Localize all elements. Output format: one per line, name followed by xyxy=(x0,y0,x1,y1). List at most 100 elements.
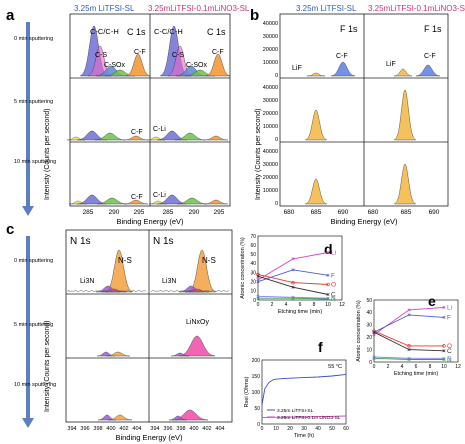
chart-e-series-label: F xyxy=(447,314,451,321)
chart-d-point xyxy=(326,297,330,301)
panel-a-csox-label-right: C-SOx xyxy=(186,62,208,69)
chart-f-ytick: 0 xyxy=(257,422,260,428)
chart-f-series-3-25m-LiTFSI-0-1m-LiNO3-SL xyxy=(261,415,347,419)
panel-b-xlabel: Binding Energy (eV) xyxy=(330,217,398,226)
panel-b-ytick-14: 40000 xyxy=(263,149,278,155)
sputter-label-0-c: 0 min sputtering xyxy=(14,258,53,264)
chart-f-ylabel: Rsei (Ohms) xyxy=(244,376,250,407)
panel-b-lif-label-left: LiF xyxy=(292,65,302,72)
chart-d-series-label: C xyxy=(331,292,336,299)
chart-d-point xyxy=(291,296,295,300)
chart-e-point xyxy=(407,348,411,352)
panel-b-ytick-6: 10000 xyxy=(263,124,278,130)
b-left-10-lif xyxy=(305,178,327,205)
chart-d-xtick: 4 xyxy=(285,302,288,308)
chart-e-point xyxy=(442,305,446,309)
panel-b-ytick-5: 0 xyxy=(275,137,278,143)
panel-b-ytick-9: 40000 xyxy=(263,85,278,91)
panel-b-left-title: 3.25m LiTFSI-SL xyxy=(296,4,357,13)
panel-b-ytick-8: 30000 xyxy=(263,98,278,104)
chart-d-series-label: N xyxy=(331,296,336,303)
panel-a-xtick-6: 295 xyxy=(214,209,225,216)
panel-a-element-right: C 1s xyxy=(207,27,226,37)
panel-a-xlabel: Binding Energy (eV) xyxy=(116,217,184,226)
panel-c-li3n-label-right: Li3N xyxy=(162,278,176,285)
panel-c-ylabel: Intensity (Counts per second) xyxy=(44,321,51,412)
chart-e-xtick: 10 xyxy=(441,364,447,370)
chart-d-letter: d xyxy=(324,241,333,257)
panel-c-frames xyxy=(65,229,233,423)
chart-e-series-label: O xyxy=(447,343,452,350)
panel-a-cf-label-5min: C-F xyxy=(131,129,143,136)
panel-c-xtick-8: 396 xyxy=(163,426,172,432)
a-left-0-cf xyxy=(125,53,151,77)
panel-b-frames xyxy=(279,13,449,207)
panel-b-ytick-13: 30000 xyxy=(263,162,278,168)
chart-d-point xyxy=(326,292,330,297)
a-right-5-cf xyxy=(203,135,229,141)
panel-a-frames xyxy=(69,13,231,207)
chart-e-ytick: 10 xyxy=(366,347,372,353)
b-left-0-lif xyxy=(307,72,325,77)
panel-c-linox-label: LiNxOy xyxy=(186,319,209,326)
a-right-0-cf xyxy=(205,53,231,77)
chart-d-point xyxy=(291,280,295,285)
panel-b-yticks: 0 10000 20000 30000 40000 0 10000 20000 … xyxy=(263,21,278,207)
chart-f-xtick: 50 xyxy=(329,426,335,432)
panel-c-xtick-11: 402 xyxy=(202,426,211,432)
chart-e-letter: e xyxy=(428,293,436,309)
panel-c-xtick-9: 398 xyxy=(176,426,185,432)
chart-d-ytick: 50 xyxy=(250,252,256,258)
panel-c-xtick-10: 400 xyxy=(189,426,198,432)
panel-b-ytick-1: 10000 xyxy=(263,60,278,66)
chart-e-point xyxy=(407,308,411,312)
chart-e: e 0 2 4 6 8 10 12 0 10 20 30 40 50 Etching time (min) A… xyxy=(356,293,461,377)
chart-e-xtick: 6 xyxy=(415,364,418,370)
chart-f-legend-label: 3.25m LiTFSI-0.1m LiNO3-SL xyxy=(277,415,341,421)
chart-f-ytick: 150 xyxy=(252,374,261,380)
chart-e-ytick: 0 xyxy=(369,360,372,366)
panel-b-xtick-5: 685 xyxy=(401,209,412,216)
panel-a-cs-label-left: C-S xyxy=(95,52,107,59)
chart-d-xlabel: Etching time (min) xyxy=(278,309,322,315)
chart-d-ytick: 0 xyxy=(253,298,256,304)
chart-e-point xyxy=(442,344,446,348)
panel-b-ytick-0: 0 xyxy=(275,73,278,79)
sputter-label-10-c: 10 min sputtering xyxy=(14,382,56,388)
panel-a-left-title: 3.25m LiTFSI-SL xyxy=(74,4,135,13)
chart-e-xtick: 2 xyxy=(387,364,390,370)
panel-b-ytick-11: 10000 xyxy=(263,188,278,194)
panel-c-peaks xyxy=(67,249,230,421)
panel-a-xtick-3: 295 xyxy=(134,209,145,216)
panel-c-li3n-label-left: Li3N xyxy=(80,278,94,285)
b-right-10-lif xyxy=(394,163,416,205)
panel-a-letter: a xyxy=(6,7,15,24)
chart-e-xtick: 12 xyxy=(455,364,461,370)
chart-e-point xyxy=(407,344,411,348)
a-right-10-csox xyxy=(176,197,208,205)
panel-b-right-title: 3.25mLiTFSI-0.1mLiNO3-SL xyxy=(368,4,465,13)
chart-d-ytick: 30 xyxy=(250,270,256,276)
chart-e-point xyxy=(372,356,376,360)
b-right-0-cf xyxy=(415,64,441,77)
c-left-0-noise xyxy=(67,289,147,293)
sputter-label-10-a: 10 min sputtering xyxy=(14,159,56,165)
chart-f-xtick: 10 xyxy=(273,426,279,432)
panel-b-xtick-2: 685 xyxy=(311,209,322,216)
c-right-5-linox xyxy=(178,335,216,357)
panel-b-xtick-1: 680 xyxy=(284,209,295,216)
panel-b-ytick-4: 40000 xyxy=(263,21,278,27)
chart-d-ylabel: Atomic concentration (%) xyxy=(240,237,246,299)
sputter-label-0-a: 0 min sputtering xyxy=(14,36,53,42)
panel-a-xtick-2: 290 xyxy=(109,209,120,216)
chart-d-point xyxy=(326,273,330,277)
a-left-5-csox xyxy=(94,132,126,141)
panel-c-ns-label-left: N-S xyxy=(118,256,132,265)
panel-c-xlabel: Binding Energy (eV) xyxy=(115,433,183,442)
chart-f: f 0 10 20 30 40 50 60 0 50 100 150 200 Time (h) Rsei (… xyxy=(244,339,349,439)
panel-c-xtick-1: 394 xyxy=(67,426,76,432)
chart-d-point xyxy=(256,280,260,284)
panel-a-ylabel: Intensity (Counts per second) xyxy=(44,109,51,200)
panel-a-csox-label-left: C-SOx xyxy=(104,62,126,69)
